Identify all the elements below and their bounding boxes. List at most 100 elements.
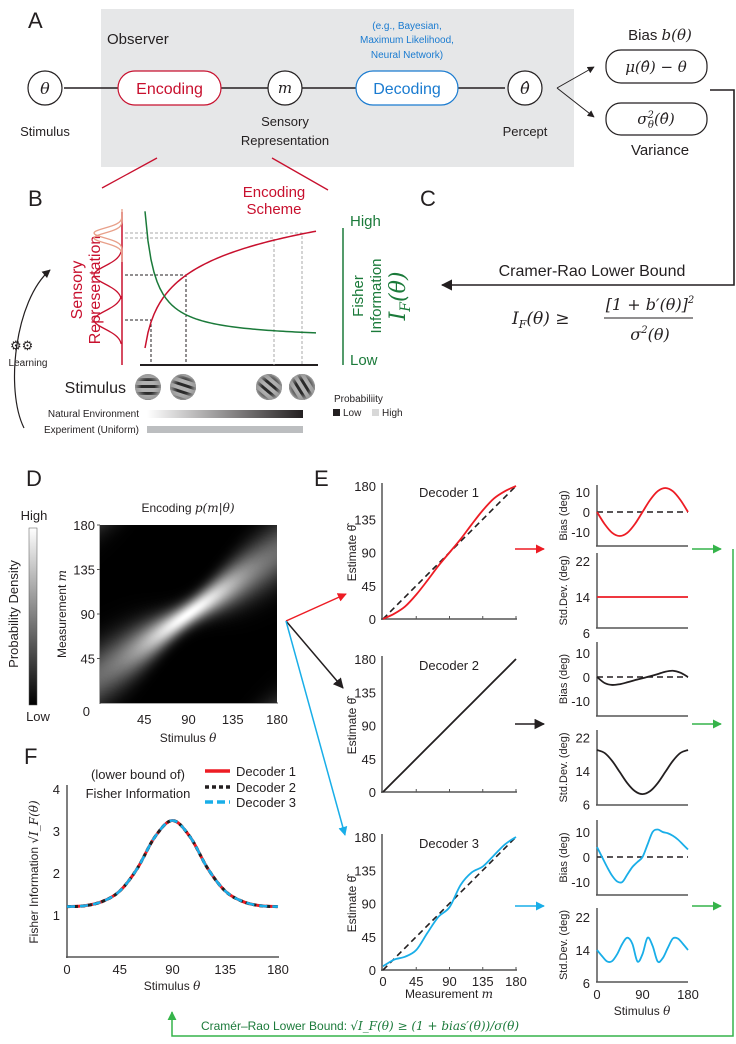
bias-ylabel: Bias (deg)	[558, 654, 570, 704]
probability-legend-title: Probabiliity	[334, 394, 383, 405]
grating-2	[170, 374, 196, 400]
m: θ	[193, 979, 201, 993]
bias-curve	[596, 828, 689, 884]
t: Stimulus	[160, 731, 206, 745]
fisher-ylabel: Fisher Information √I_F(θ)	[27, 800, 41, 944]
decoder-3-panel: Decoder 3 0 45 90 135 180 0 45 90 135 180 Estimate …	[345, 830, 527, 989]
num: [1 + b′(θ)]	[606, 295, 689, 314]
sensory-label-1: Sensory	[261, 114, 309, 129]
percept-label: Percept	[503, 124, 548, 139]
decoder-example-2: Maximum Likelihood,	[360, 35, 454, 46]
fisher-curve-decoder-3	[66, 819, 279, 908]
m: θ	[663, 1004, 671, 1018]
variance-arrow	[556, 87, 595, 118]
sensory-tuning-bumps	[93, 208, 123, 345]
ytick-label: 180	[354, 830, 376, 845]
sensory-label-2: Representation	[241, 133, 329, 148]
xtick-label: 180	[267, 962, 289, 977]
arrow-to-decoder-1	[285, 593, 347, 622]
xtick-label: 0	[63, 962, 70, 977]
ytick-label: 4	[53, 782, 60, 797]
learning-label: Learning	[9, 358, 48, 369]
bias-tick-label: 10	[576, 646, 590, 661]
fisher-information-curve	[144, 211, 317, 334]
ytick-label: 45	[362, 930, 376, 945]
heatmap-title: Encoding p(m|θ)	[141, 501, 234, 515]
ytick-label: 135	[354, 863, 376, 878]
m: √I_F(θ) ≥ (1 + bias′(θ))/σ(θ)	[350, 1019, 519, 1033]
ytick-label: 90	[362, 546, 376, 561]
F: F	[518, 318, 527, 331]
fisher-curve-decoder-2	[66, 818, 279, 909]
heatmap-ticks: 0 45 90 135 180 45 90 135 180	[73, 518, 288, 727]
encoding-function-curve	[144, 230, 317, 349]
fisher-symbol: IF(θ)	[386, 272, 414, 322]
legend-decoder-2: Decoder 2	[236, 780, 296, 795]
black-projection-2	[125, 319, 152, 365]
sub: θ	[648, 120, 654, 131]
colorbar-low: Low	[26, 709, 50, 724]
ytick-label: 3	[53, 824, 60, 839]
std-tick-label: 14	[576, 764, 590, 779]
xtick-label: 90	[165, 962, 179, 977]
variance-formula: σ2 θ(θ̂)	[637, 110, 675, 131]
grating-3	[256, 374, 282, 400]
t: Fisher Information	[27, 847, 41, 944]
panel-label-b: B	[28, 186, 43, 211]
std-ylabel: Std.Dev. (deg)	[558, 555, 570, 625]
std-plot-1: 22 14 6 Std.Dev. (deg)	[558, 553, 688, 641]
t: Measurement	[55, 584, 69, 658]
sup: 2	[687, 295, 694, 306]
tuning-bump-2	[93, 250, 122, 300]
F: F	[398, 301, 414, 313]
colorbar-high: High	[21, 508, 48, 523]
std-plot-2: 22 14 6 Std.Dev. (deg)	[558, 730, 689, 813]
legend-decoder-3: Decoder 3	[236, 795, 296, 810]
bias-ylabel: Bias (deg)	[558, 832, 570, 882]
bias-arrow	[556, 66, 595, 89]
ytick-label: 135	[354, 512, 376, 527]
std-plot-3: 22 14 6 Std.Dev. (deg) 0 90 180	[558, 908, 699, 1002]
fisher-axis-line1: Fisher	[350, 275, 367, 317]
panel-label-f: F	[24, 744, 37, 769]
std-tick-label: 6	[583, 798, 590, 813]
bias-box	[605, 49, 708, 84]
std-tick-label: 22	[576, 554, 590, 569]
stimulus-symbol: θ	[40, 79, 50, 98]
arg: (θ) ≥	[526, 309, 569, 329]
estimate-curve	[382, 658, 517, 793]
ytick-label: 180	[73, 518, 95, 533]
arg: (θ)	[648, 325, 670, 344]
decoder-example-3: Neural Network)	[371, 50, 443, 61]
xtick-label: 45	[113, 962, 127, 977]
decoder-example-1: (e.g., Bayesian,	[372, 21, 441, 32]
cr-numerator: [1 + b′(θ)]2	[606, 295, 695, 314]
fisher-axis-title: Fisher Information IF(θ)	[350, 258, 414, 333]
I: I	[386, 310, 411, 321]
bias-ylabel: Bias (deg)	[558, 490, 570, 540]
sensory-axis-line1: Sensory	[69, 261, 86, 320]
encoding-heatmap	[100, 525, 277, 703]
fisher-title-1: (lower bound of)	[91, 767, 185, 782]
xtick-label: 135	[472, 974, 494, 989]
percept-node: θ̂	[507, 70, 543, 106]
xtick-label: 90	[442, 974, 456, 989]
m: θ	[209, 731, 217, 745]
sensory-axis-title: Sensory Representation	[69, 236, 104, 345]
t: Stimulus	[144, 979, 190, 993]
zoom-line-right	[271, 157, 329, 191]
decoder-1-panel: Decoder 1 0 45 90 135 180 Estimate θ̂	[345, 479, 517, 627]
xtick-label: 45	[409, 974, 423, 989]
decoding-label: Decoding	[373, 81, 441, 98]
probability-high: High	[382, 408, 403, 419]
bias-tick-label: 0	[583, 505, 590, 520]
ytick-label: 180	[354, 652, 376, 667]
arrow-to-decoder-2	[285, 620, 344, 689]
gray-projection-2	[125, 237, 275, 365]
experiment-label: Experiment (Uniform)	[44, 425, 139, 436]
std-tick-label: 6	[583, 976, 590, 991]
